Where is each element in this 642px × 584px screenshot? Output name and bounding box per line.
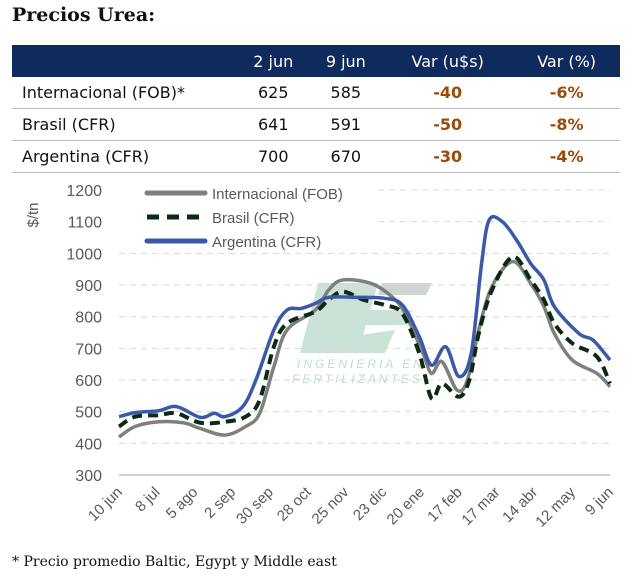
table-header-row: 2 jun 9 jun Var (u$s) Var (%) [12,45,620,77]
x-tick-label: 12 may [532,483,579,530]
header-cell: 9 jun [309,45,383,77]
cell-value: 641 [237,108,310,141]
cell-var-usd: -50 [382,108,514,141]
x-tick-label: 5 ago [163,484,202,523]
header-cell: Var (u$s) [382,45,514,77]
x-tick-label: 8 jul [132,484,163,515]
x-tick-label: 9 jun [582,484,617,519]
watermark-line2: FERTILIZANTES [292,372,423,386]
x-tick-label: 17 mar [458,484,503,529]
y-tick-label: 600 [75,373,102,390]
page-title: Precios Urea: [12,4,156,26]
legend-label: Argentina (CFR) [212,234,321,251]
series-line-argentina-cfr- [118,214,612,420]
y-axis-label: $/tn [25,202,42,227]
y-tick-label: 700 [75,341,102,358]
cell-var-usd: -30 [382,140,514,173]
row-label: Argentina (CFR) [12,140,237,173]
watermark-line1: INGENIERIA EN [297,357,425,371]
urea-price-table: 2 jun 9 jun Var (u$s) Var (%) Internacio… [12,45,620,173]
y-tick-label: 900 [75,278,102,295]
cell-var-pct: -8% [513,108,620,141]
y-tick-label: 400 [75,436,102,453]
legend-label: Internacional (FOB) [212,186,343,203]
y-tick-label: 500 [75,405,102,422]
cell-value: 700 [237,140,310,173]
cell-value: 585 [309,77,383,109]
x-tick-label: 10 jun [85,484,126,525]
y-tick-label: 300 [75,468,102,485]
series-line-brasil-cfr- [117,254,612,429]
price-chart: INGENIERIA EN FERTILIZANTES $/tn 300 400 5… [25,183,617,531]
x-tick-label: 28 oct [274,483,316,525]
cell-var-usd: -40 [382,77,514,109]
x-tick-label: 25 nov [309,483,353,527]
row-label: Internacional (FOB)* [12,77,237,109]
y-tick-label: 800 [75,310,102,327]
header-cell: Var (%) [513,45,620,77]
header-cell [12,45,237,77]
footnote: * Precio promedio Baltic, Egypt y Middle… [12,554,337,570]
y-tick-label: 1000 [66,246,102,263]
cell-var-pct: -6% [513,77,620,109]
header-cell: 2 jun [237,45,310,77]
table-row: Internacional (FOB)* 625 585 -40 -6% [12,77,620,109]
x-tick-label: 20 ene [384,484,428,528]
cell-value: 625 [237,77,310,109]
y-tick-label: 1100 [68,215,103,232]
y-tick-label: 1200 [66,183,102,200]
cell-value: 591 [309,108,383,141]
cell-value: 670 [309,140,383,173]
table-row: Argentina (CFR) 700 670 -30 -4% [12,140,620,173]
x-tick-label: 30 sep [233,484,277,528]
legend-label: Brasil (CFR) [212,210,295,227]
table-row: Brasil (CFR) 641 591 -50 -8% [12,108,620,141]
cell-var-pct: -4% [513,140,620,173]
row-label: Brasil (CFR) [12,108,237,141]
